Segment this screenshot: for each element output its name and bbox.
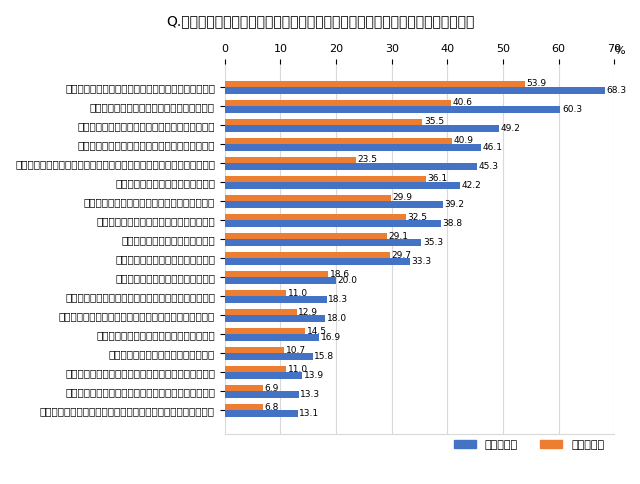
Text: 20.0: 20.0 [338,276,358,285]
Legend: 高関心度層, 中関心度層: 高関心度層, 中関心度層 [449,436,609,454]
Bar [225,220,441,227]
Bar [225,157,356,163]
Bar [225,213,406,220]
Bar [225,176,426,182]
Bar [225,119,422,125]
Bar [225,316,325,322]
Text: 13.3: 13.3 [300,390,321,399]
Bar [225,87,605,94]
Bar [225,353,313,360]
Text: 18.0: 18.0 [326,314,347,323]
Text: 46.1: 46.1 [483,143,503,152]
Bar [225,410,298,417]
Bar [225,392,299,398]
Text: 11.0: 11.0 [287,288,308,298]
Text: 6.9: 6.9 [265,384,279,393]
Bar [225,309,296,316]
Bar [225,163,477,170]
Bar [225,271,328,277]
Text: Q.歴史文化観光地の案内や情報について、あなたにあてはまるもの（複数回答）: Q.歴史文化観光地の案内や情報について、あなたにあてはまるもの（複数回答） [166,15,474,29]
Text: 45.3: 45.3 [479,162,499,171]
Bar [225,125,499,132]
Text: 29.9: 29.9 [393,194,413,202]
Bar [225,144,481,151]
Bar [225,258,410,265]
Bar [225,373,302,379]
Bar [225,277,336,284]
Bar [225,137,452,144]
Text: 35.5: 35.5 [424,118,444,126]
Bar [225,404,262,410]
Text: 29.1: 29.1 [388,231,408,241]
Text: %: % [614,46,625,56]
Text: 16.9: 16.9 [321,333,340,342]
Bar [225,366,286,373]
Bar [225,296,326,303]
Bar [225,233,387,240]
Bar [225,347,284,353]
Text: 29.7: 29.7 [392,251,412,259]
Bar [225,81,525,87]
Text: 10.7: 10.7 [286,346,306,355]
Text: 35.3: 35.3 [423,238,443,247]
Bar [225,252,390,258]
Text: 42.2: 42.2 [461,181,481,190]
Bar [225,106,561,113]
Text: 14.5: 14.5 [307,327,327,335]
Text: 6.8: 6.8 [264,403,278,411]
Bar [225,100,451,106]
Bar [225,290,286,296]
Text: 38.8: 38.8 [442,219,463,228]
Text: 18.6: 18.6 [330,270,350,279]
Text: 39.2: 39.2 [445,200,465,209]
Text: 32.5: 32.5 [407,212,428,222]
Text: 23.5: 23.5 [357,155,377,165]
Text: 13.9: 13.9 [304,371,324,380]
Text: 53.9: 53.9 [527,79,547,89]
Text: 13.1: 13.1 [300,409,319,418]
Bar [225,240,421,246]
Bar [225,195,391,201]
Text: 40.6: 40.6 [452,98,472,107]
Text: 40.9: 40.9 [454,136,474,146]
Bar [225,328,305,334]
Text: 18.3: 18.3 [328,295,348,304]
Bar [225,385,263,392]
Text: 36.1: 36.1 [428,174,447,183]
Text: 68.3: 68.3 [607,86,627,95]
Text: 33.3: 33.3 [412,257,432,266]
Text: 15.8: 15.8 [314,352,335,361]
Text: 60.3: 60.3 [562,105,582,114]
Text: 11.0: 11.0 [287,364,308,374]
Bar [225,334,319,341]
Text: 49.2: 49.2 [500,124,520,133]
Bar [225,182,460,189]
Bar [225,201,443,208]
Text: 12.9: 12.9 [298,307,318,317]
